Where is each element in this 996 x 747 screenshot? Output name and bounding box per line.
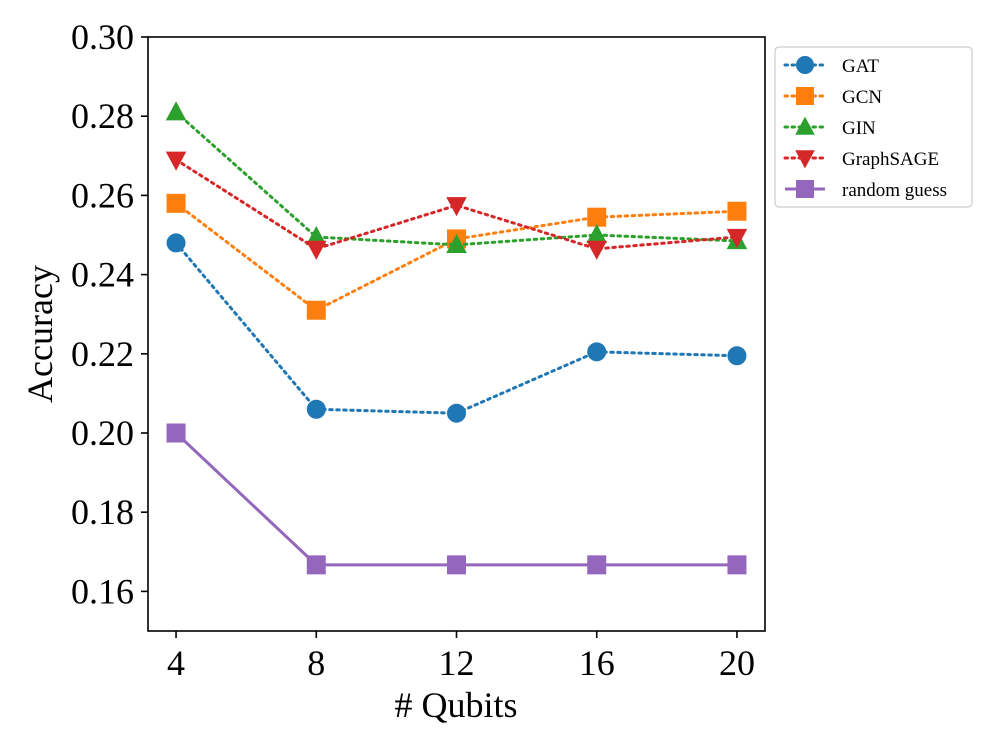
data-point-random-guess bbox=[166, 423, 186, 443]
data-point-graphsage bbox=[586, 240, 608, 260]
data-point-gcn bbox=[727, 201, 747, 221]
y-tick-label: 0.20 bbox=[71, 413, 134, 453]
x-tick-label: 8 bbox=[307, 643, 325, 683]
y-tick-label: 0.30 bbox=[71, 17, 134, 57]
legend-marker-random-guess bbox=[796, 180, 814, 198]
data-point-gat bbox=[166, 233, 186, 253]
y-axis-label: Accuracy bbox=[20, 265, 60, 403]
data-point-graphsage bbox=[726, 228, 748, 248]
legend-label-random-guess: random guess bbox=[842, 180, 947, 201]
data-point-gcn bbox=[166, 193, 186, 213]
data-point-gat bbox=[447, 403, 466, 423]
data-point-random-guess bbox=[447, 555, 466, 575]
y-tick-label: 0.18 bbox=[71, 492, 134, 532]
data-point-random-guess bbox=[306, 555, 326, 575]
x-tick-label: 4 bbox=[167, 643, 185, 683]
data-point-gat bbox=[727, 346, 747, 366]
data-point-random-guess bbox=[727, 555, 747, 575]
legend-label-graphsage: GraphSAGE bbox=[842, 149, 939, 170]
x-axis-label: # Qubits bbox=[394, 685, 517, 725]
y-tick-label: 0.22 bbox=[71, 334, 134, 374]
data-point-graphsage bbox=[305, 240, 327, 260]
x-tick-label: 20 bbox=[719, 643, 755, 683]
x-tick-label: 16 bbox=[579, 643, 615, 683]
data-point-gat bbox=[587, 342, 607, 362]
series-line-graphsage bbox=[174, 158, 739, 251]
legend: GAT GCN GIN GraphSAGE random guess bbox=[774, 46, 973, 208]
data-point-gin bbox=[446, 233, 467, 254]
y-tick-label: 0.28 bbox=[71, 96, 134, 136]
legend-marker-gin bbox=[795, 116, 815, 135]
data-point-graphsage bbox=[165, 151, 187, 171]
data-point-gcn bbox=[587, 207, 607, 227]
legend-marker-gcn bbox=[796, 87, 814, 105]
series-line-gcn bbox=[174, 201, 739, 313]
series-layer bbox=[165, 101, 748, 575]
y-tick-label: 0.16 bbox=[71, 571, 134, 611]
legend-marker-gat bbox=[796, 56, 814, 74]
legend-label-gin: GIN bbox=[842, 118, 876, 139]
legend-label-gcn: GCN bbox=[842, 87, 882, 108]
data-point-gin bbox=[165, 101, 187, 121]
data-point-gat bbox=[306, 399, 326, 419]
legend-box bbox=[774, 46, 973, 208]
y-tick-label: 0.24 bbox=[71, 255, 134, 295]
x-tick-label: 12 bbox=[439, 643, 475, 683]
data-point-random-guess bbox=[587, 555, 607, 575]
data-point-gcn bbox=[306, 300, 326, 320]
x-axis-ticks: 4 8 12 16 20 bbox=[167, 631, 755, 683]
legend-label-gat: GAT bbox=[842, 56, 879, 77]
y-axis-ticks: 0.16 0.18 0.20 0.22 0.24 0.26 0.28 0.30 bbox=[71, 17, 148, 611]
legend-marker-graphsage bbox=[795, 150, 815, 169]
data-point-graphsage bbox=[446, 197, 467, 217]
y-tick-label: 0.26 bbox=[71, 175, 134, 215]
